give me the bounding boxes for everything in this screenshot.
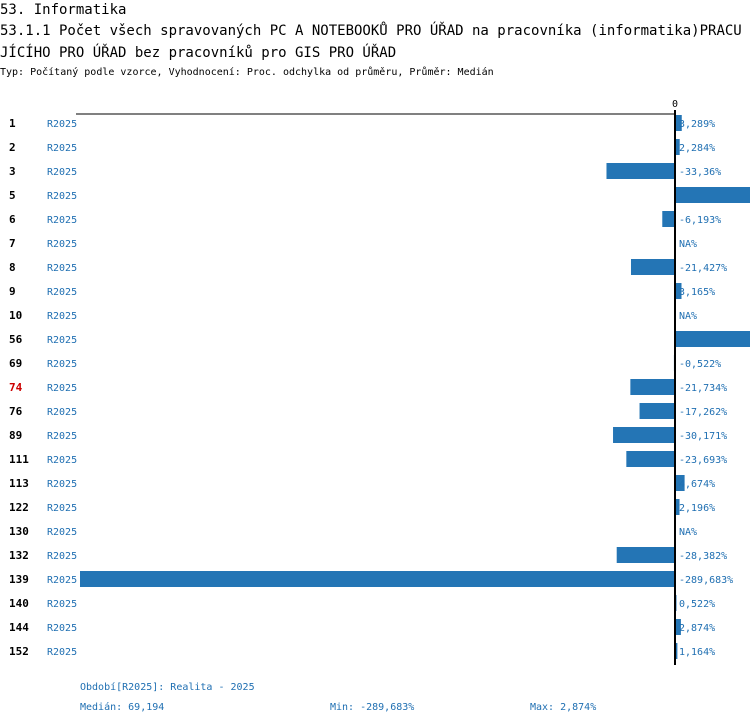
row-id-label: 140	[9, 597, 29, 610]
row-series-label: R2025	[47, 551, 77, 562]
data-value-label: NA%	[679, 527, 697, 538]
footer-min: Min: -289,683%	[330, 702, 415, 713]
row-series-label: R2025	[47, 119, 77, 130]
row-id-label: 74	[9, 381, 23, 394]
data-bar	[606, 163, 675, 179]
row-id-label: 69	[9, 357, 22, 370]
row-series-label: R2025	[47, 167, 77, 178]
data-value-label: -30,171%	[679, 431, 727, 442]
data-value-label: NA%	[679, 311, 697, 322]
row-id-label: 10	[9, 309, 22, 322]
row-id-label: 111	[9, 453, 29, 466]
row-id-label: 113	[9, 477, 29, 490]
row-id-label: 6	[9, 213, 16, 226]
footer-max: Max: 2,874%	[530, 702, 597, 713]
data-bar	[675, 499, 680, 515]
row-series-label: R2025	[47, 335, 77, 346]
row-series-label: R2025	[47, 431, 77, 442]
footer-period: Období[R2025]: Realita - 2025	[80, 682, 255, 693]
row-id-label: 89	[9, 429, 22, 442]
row-series-label: R2025	[47, 143, 77, 154]
chart-subtitle: 53.1.1 Počet všech spravovaných PC A NOT…	[0, 23, 742, 61]
row-series-label: R2025	[47, 623, 77, 634]
data-bar	[613, 427, 675, 443]
data-value-label: 0,522%	[679, 599, 715, 610]
data-value-label: -0,522%	[679, 359, 721, 370]
row-series-label: R2025	[47, 263, 77, 274]
data-bar	[675, 643, 678, 659]
row-series-label: R2025	[47, 575, 77, 586]
data-value-label: -21,427%	[679, 263, 727, 274]
row-series-label: R2025	[47, 599, 77, 610]
data-value-label: -28,382%	[679, 551, 727, 562]
row-id-label: 76	[9, 405, 23, 418]
row-id-label: 2	[9, 141, 16, 154]
row-series-label: R2025	[47, 215, 77, 226]
row-series-label: R2025	[47, 503, 77, 514]
row-id-label: 1	[9, 117, 16, 130]
data-bar	[630, 259, 675, 275]
chart-type-line: Typ: Počítaný podle vzorce, Vyhodnocení:…	[0, 67, 494, 78]
data-value-label: 2,284%	[679, 143, 715, 154]
data-bar	[675, 187, 750, 203]
data-value-label: NA%	[679, 239, 697, 250]
data-bar	[675, 475, 685, 491]
data-bar	[80, 571, 675, 587]
row-id-label: 130	[9, 525, 29, 538]
row-id-label: 8	[9, 261, 16, 274]
row-id-label: 122	[9, 501, 29, 514]
data-bar	[675, 331, 750, 347]
row-series-label: R2025	[47, 407, 77, 418]
data-value-label: 2,874%	[679, 623, 715, 634]
data-bar	[662, 211, 675, 227]
data-bar	[675, 139, 680, 155]
row-series-label: R2025	[47, 455, 77, 466]
data-bar	[675, 619, 681, 635]
data-value-label: 4,674%	[679, 479, 715, 490]
data-value-label: -17,262%	[679, 407, 727, 418]
data-value-label: 3,165%	[679, 287, 715, 298]
row-series-label: R2025	[47, 359, 77, 370]
row-id-label: 144	[9, 621, 29, 634]
row-id-label: 56	[9, 333, 23, 346]
data-bar	[675, 115, 682, 131]
data-bar	[616, 547, 675, 563]
data-bar	[675, 283, 682, 299]
row-series-label: R2025	[47, 479, 77, 490]
data-bar	[630, 379, 675, 395]
data-value-label: 3,289%	[679, 119, 715, 130]
row-id-label: 9	[9, 285, 16, 298]
row-id-label: 3	[9, 165, 16, 178]
row-series-label: R2025	[47, 287, 77, 298]
data-value-label: -6,193%	[679, 215, 721, 226]
data-value-label: 2,196%	[679, 503, 715, 514]
data-bar	[626, 451, 675, 467]
zero-tick-label: 0	[672, 99, 678, 110]
row-series-label: R2025	[47, 647, 77, 658]
row-series-label: R2025	[47, 239, 77, 250]
row-id-label: 152	[9, 645, 29, 658]
row-series-label: R2025	[47, 527, 77, 538]
data-value-label: -23,693%	[679, 455, 727, 466]
chart-title: 53. Informatika	[0, 2, 127, 18]
row-id-label: 5	[9, 189, 16, 202]
row-id-label: 139	[9, 573, 29, 586]
row-id-label: 7	[9, 237, 16, 250]
row-series-label: R2025	[47, 311, 77, 322]
row-id-label: 132	[9, 549, 29, 562]
data-value-label: 1,164%	[679, 647, 715, 658]
data-value-label: -33,36%	[679, 167, 721, 178]
row-series-label: R2025	[47, 383, 77, 394]
data-value-label: -21,734%	[679, 383, 727, 394]
footer-median: Medián: 69,194	[80, 702, 165, 713]
row-series-label: R2025	[47, 191, 77, 202]
data-value-label: -289,683%	[679, 575, 733, 586]
data-bar	[639, 403, 675, 419]
